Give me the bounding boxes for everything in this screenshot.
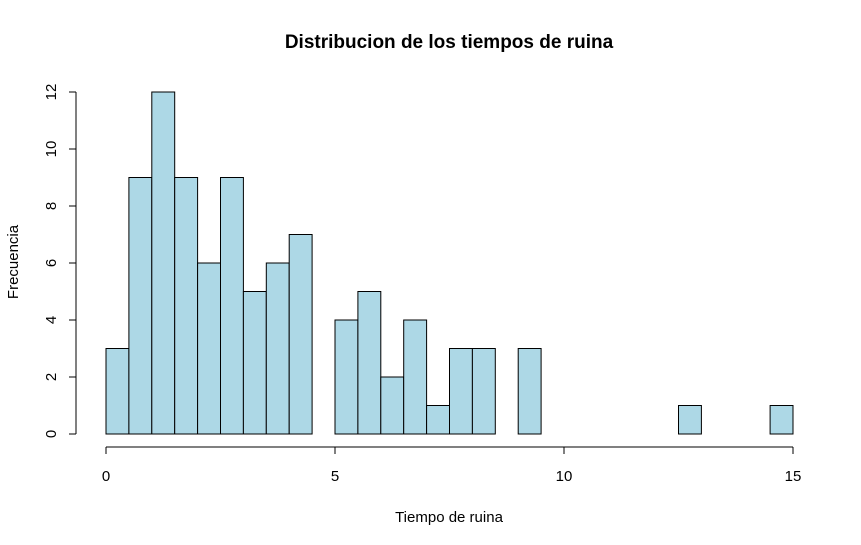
y-tick-label: 0 [43,430,60,438]
histogram-bar [678,405,702,435]
x-tick-label: 5 [331,468,339,485]
histogram-bar [334,319,359,435]
histogram-bar [471,348,496,435]
histogram-bar [174,177,199,435]
histogram-bar [426,405,451,435]
bars-group [105,91,794,435]
x-tick-label: 15 [785,468,802,485]
y-axis-label: Frecuencia [5,224,22,299]
y-tick-label: 6 [43,259,60,267]
histogram-bar [105,348,130,435]
histogram-bar [128,177,153,435]
x-tick-label: 10 [556,468,573,485]
y-tick-label: 4 [43,316,60,324]
histogram-bar [403,319,428,435]
y-tick-label: 2 [43,373,60,381]
y-tick-label: 8 [43,202,60,210]
histogram-bar [242,291,267,435]
histogram-bar [449,348,473,435]
histogram-bar [357,291,382,435]
x-axis-label: Tiempo de ruina [395,509,503,526]
x-axis: 0 5 10 15 [102,446,802,485]
x-tick-label: 0 [102,468,110,485]
y-tick-label: 10 [43,141,60,158]
y-tick-label: 12 [43,84,60,101]
histogram-bar [220,177,244,435]
histogram-bar [380,376,405,435]
histogram-bar [265,262,290,435]
histogram-bar [769,405,794,435]
histogram-bar [288,234,313,435]
histogram-bar [151,91,176,435]
y-axis: 0 2 4 6 8 10 12 [43,84,77,438]
histogram-bar [517,348,542,435]
histogram-bar [197,262,222,435]
chart-title: Distribucion de los tiempos de ruina [285,32,614,53]
